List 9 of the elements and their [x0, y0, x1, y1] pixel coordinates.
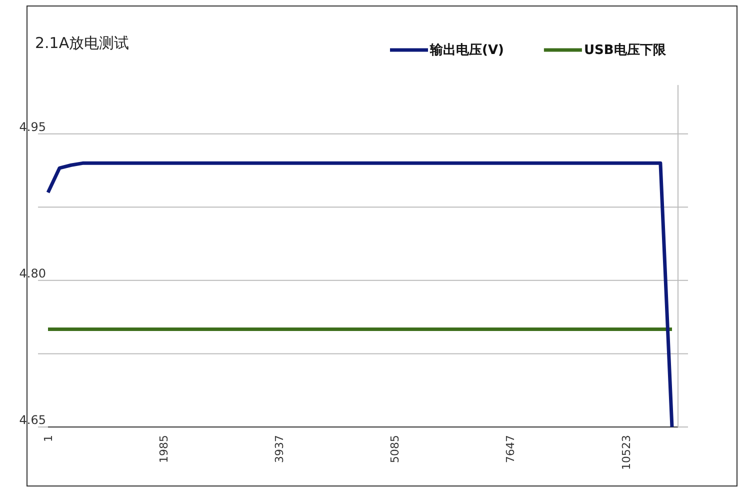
chart-title: 2.1A放电测试 [35, 34, 130, 52]
x-tick-label: 5085 [388, 435, 402, 463]
x-tick-label: 7647 [504, 435, 518, 463]
x-tick-label: 3937 [273, 435, 286, 463]
x-tick-label: 1 [42, 435, 55, 442]
legend-label: USB电压下限 [584, 43, 667, 58]
x-tick-label: 1985 [158, 435, 171, 463]
legend-label: 输出电压(V) [429, 43, 504, 58]
x-tick-label: 10523 [620, 435, 633, 470]
